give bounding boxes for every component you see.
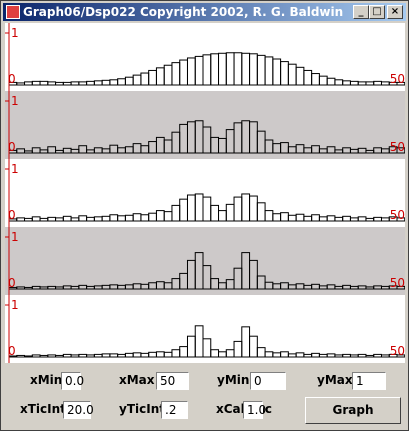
x-right-label: 50: [390, 344, 405, 358]
plot-background: [5, 159, 405, 227]
field-label: yMin: [217, 373, 250, 387]
graph-button[interactable]: Graph: [305, 397, 401, 424]
y-bottom-label: 0: [8, 344, 16, 358]
minimize-button[interactable]: _: [353, 5, 369, 19]
y-top-label: 1: [11, 162, 19, 176]
plot-background: [5, 295, 405, 363]
y-bottom-label: 0: [8, 208, 16, 222]
y-top-label: 1: [11, 26, 19, 40]
field-label: xMax: [119, 373, 155, 387]
title-bar: Graph06/Dsp022 Copyright 2002, R. G. Bal…: [3, 3, 406, 21]
plot-background: [5, 91, 405, 159]
field-label: xTicInt: [20, 402, 66, 416]
text-field[interactable]: 50: [156, 372, 189, 390]
text-field[interactable]: 0.0: [61, 372, 84, 390]
text-field[interactable]: 1.0: [243, 401, 266, 419]
field-label: yTicInt: [119, 402, 165, 416]
y-bottom-label: 0: [8, 72, 16, 86]
x-right-label: 50: [390, 140, 405, 154]
text-field[interactable]: 1: [352, 372, 386, 390]
maximize-button[interactable]: □: [369, 5, 385, 19]
app-icon: [6, 5, 20, 19]
close-button[interactable]: ×: [387, 5, 403, 19]
x-right-label: 50: [390, 72, 405, 86]
y-bottom-label: 0: [8, 140, 16, 154]
text-field[interactable]: 20.0: [63, 401, 94, 419]
y-top-label: 1: [11, 94, 19, 108]
field-label: xMin: [30, 373, 63, 387]
field-label: yMax: [317, 373, 353, 387]
x-right-label: 50: [390, 208, 405, 222]
window-title: Graph06/Dsp022 Copyright 2002, R. G. Bal…: [23, 5, 344, 19]
x-right-label: 50: [390, 276, 405, 290]
text-field[interactable]: .2: [161, 401, 188, 419]
y-top-label: 1: [11, 230, 19, 244]
plot-background: [5, 227, 405, 295]
y-bottom-label: 0: [8, 276, 16, 290]
text-field[interactable]: 0: [250, 372, 286, 390]
plot-area: 1 0 50 1 0 50 1 0 50 1 0 50 1 0 50: [5, 23, 405, 363]
y-top-label: 1: [11, 298, 19, 312]
